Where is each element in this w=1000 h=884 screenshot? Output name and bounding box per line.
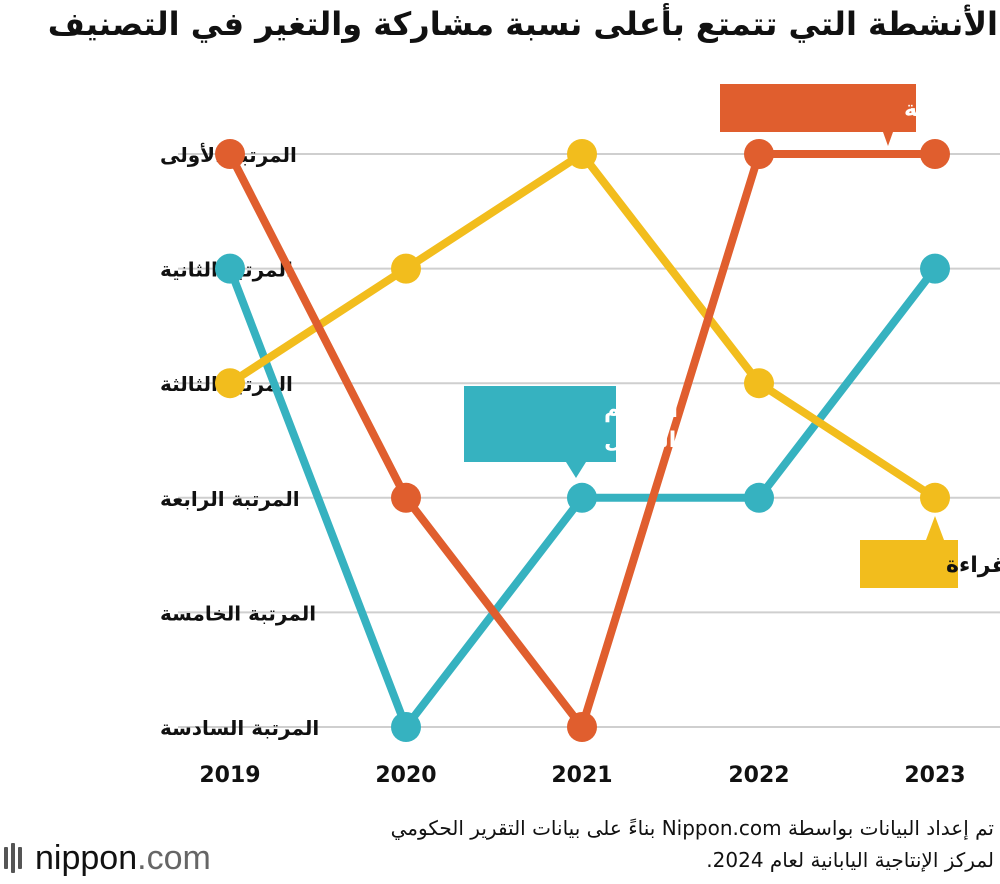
data-point [567,482,597,513]
data-point [391,253,421,284]
source-note-line-1: تم إعداد البيانات بواسطة Nippon.com بناء… [390,816,994,840]
callout-pointer [566,462,586,478]
logo-bars-icon [4,843,25,873]
data-point [920,139,950,169]
data-point [567,712,597,742]
source-note: تم إعداد البيانات بواسطة Nippon.com بناء… [234,812,994,876]
data-point [215,368,245,399]
x-tick-label: 2020 [375,763,436,788]
logo-dot: . [137,838,147,877]
x-tick-label: 2023 [904,763,965,788]
callout-box [860,540,958,588]
callout-box [720,84,916,132]
logo-tld: com [146,838,211,877]
series-points [215,139,950,742]
callout-box [464,386,616,462]
data-point [744,482,774,513]
series-callout-labels: السياحة الداخلية تناول الطعام خارج المنزل ا… [464,84,1000,588]
data-point [215,139,245,169]
source-note-line-2: لمركز الإنتاجية اليابانية لعام 2024. [706,848,994,872]
data-point [215,253,245,284]
callout-pointer [883,132,893,146]
y-tick-label: المرتبة الخامسة [160,601,316,625]
nippon-logo: nippon. com [4,838,211,878]
y-tick-label: المرتبة السادسة [160,716,319,740]
x-tick-label: 2022 [728,763,789,788]
series-label: خارج المنزل [604,428,737,453]
logo-name: nippon [35,838,138,877]
data-point [567,139,597,169]
data-point [744,139,774,169]
data-point [391,482,421,513]
x-tick-labels: 2019 2020 2021 2022 2023 [199,763,965,788]
x-tick-label: 2019 [199,763,260,788]
series-label: تناول الطعام [604,398,744,423]
y-tick-label: المرتبة الرابعة [160,487,300,511]
series-label: السياحة الداخلية [904,97,1000,122]
data-point [391,712,421,742]
data-point [920,253,950,284]
chart-title: الأنشطة التي تتمتع بأعلى نسبة مشاركة وال… [47,5,998,43]
data-point [920,482,950,513]
data-point [744,368,774,399]
series-label: القراءة [946,553,1000,578]
x-tick-label: 2021 [551,763,612,788]
callout-pointer [926,516,944,540]
